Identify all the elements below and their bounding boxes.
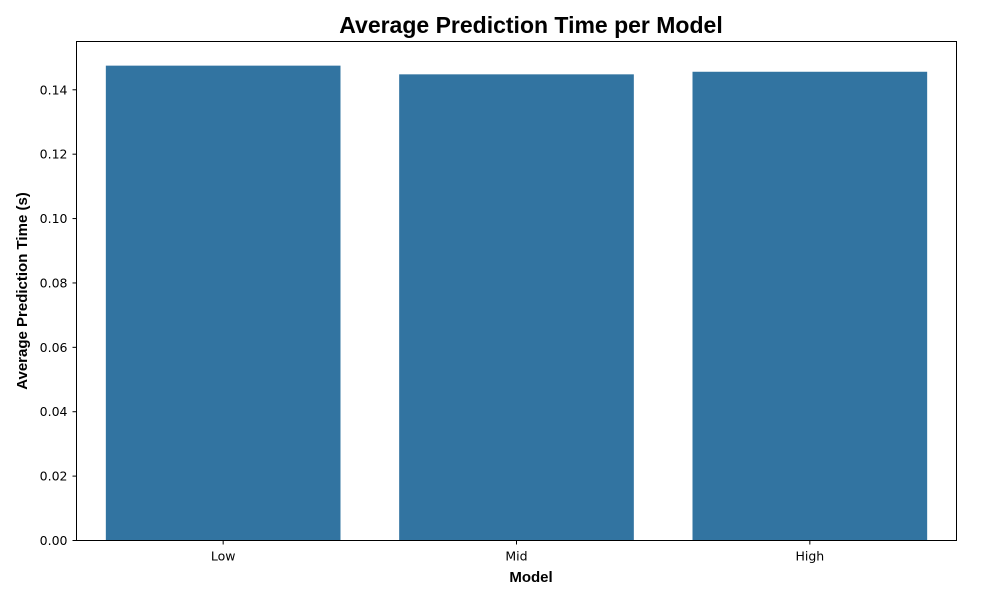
y-tick-label: 0.12	[40, 147, 68, 162]
y-tick-label: 0.08	[40, 275, 68, 290]
bar-low	[105, 65, 341, 541]
bar-mid	[399, 74, 634, 541]
y-tick-label: 0.10	[40, 211, 68, 226]
plot-frame	[76, 41, 957, 541]
x-axis-ticks: Low Mid High	[211, 540, 824, 564]
y-axis-label: Average Prediction Time (s)	[14, 192, 31, 390]
x-axis-label: Model	[509, 569, 552, 586]
y-tick-label: 0.00	[40, 533, 68, 548]
chart-title: Average Prediction Time per Model	[339, 12, 722, 38]
y-axis-ticks: 0.00 0.02 0.04 0.06 0.08 0.10 0.12 0.14	[40, 82, 77, 548]
y-tick-label: 0.04	[40, 404, 68, 419]
y-tick-label: 0.14	[40, 82, 68, 97]
bar-high	[692, 71, 928, 541]
bars-group	[105, 65, 928, 541]
x-tick-label: High	[795, 549, 824, 564]
y-tick-label: 0.06	[40, 340, 68, 355]
x-tick-label: Mid	[505, 549, 527, 564]
x-tick-label: Low	[211, 549, 236, 564]
y-tick-label: 0.02	[40, 469, 68, 484]
